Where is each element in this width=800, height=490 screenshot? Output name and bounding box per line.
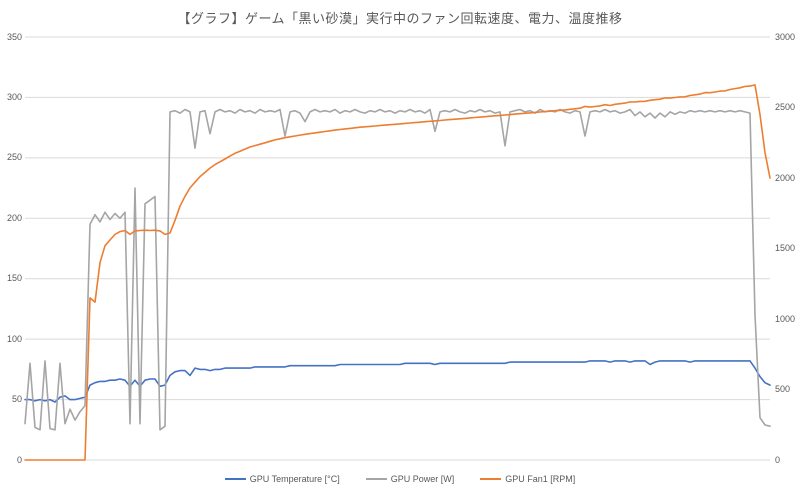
y-axis-right-tick-label: 2000 [775,172,796,183]
y-axis-right-tick-label: 1500 [775,243,796,253]
legend-item-gpu-power: GPU Power [W] [365,474,455,484]
y-axis-left-tick-label: 150 [6,273,22,284]
legend-item-gpu-temperature: GPU Temperature [°C] [224,474,340,484]
y-axis-right-tick-label: 1000 [775,313,796,324]
legend-label-temperature: GPU Temperature [°C] [249,474,340,484]
y-axis-left-tick-label: 50 [11,394,22,405]
legend: GPU Temperature [°C] GPU Power [W] GPU F… [0,474,800,484]
y-axis-right-tick-label: 2500 [775,102,796,112]
series-line-gpu-temperature-c [24,360,771,403]
legend-line-swatch-fan [480,478,502,480]
y-axis-left-tick-label: 200 [6,212,22,223]
y-axis-left-tick-label: 100 [6,333,22,344]
series-line-gpu-power-w [24,108,771,431]
y-axis-right-tick-label: 3000 [775,31,796,42]
y-axis-left-tick-label: 300 [6,91,22,102]
y-axis-right-tick-label: 0 [775,454,781,465]
chart-title: 【グラフ】ゲーム「黒い砂漠」実行中のファン回転速度、電力、温度推移 [177,11,623,26]
gridlines [25,36,770,461]
y-axis-right-tick-label: 500 [775,384,791,394]
legend-label-power: GPU Power [W] [390,474,455,484]
series-line-gpu-fan1-rpm [24,84,771,461]
legend-label-fan: GPU Fan1 [RPM] [505,474,576,484]
legend-line-swatch-power [365,478,387,480]
legend-line-swatch-temperature [224,478,246,480]
y-axis-left-tick-label: 0 [16,454,22,465]
y-axis-left-tick-label: 350 [6,31,22,42]
legend-item-gpu-fan: GPU Fan1 [RPM] [480,474,575,484]
y-axis-left-tick-label: 250 [6,152,22,163]
